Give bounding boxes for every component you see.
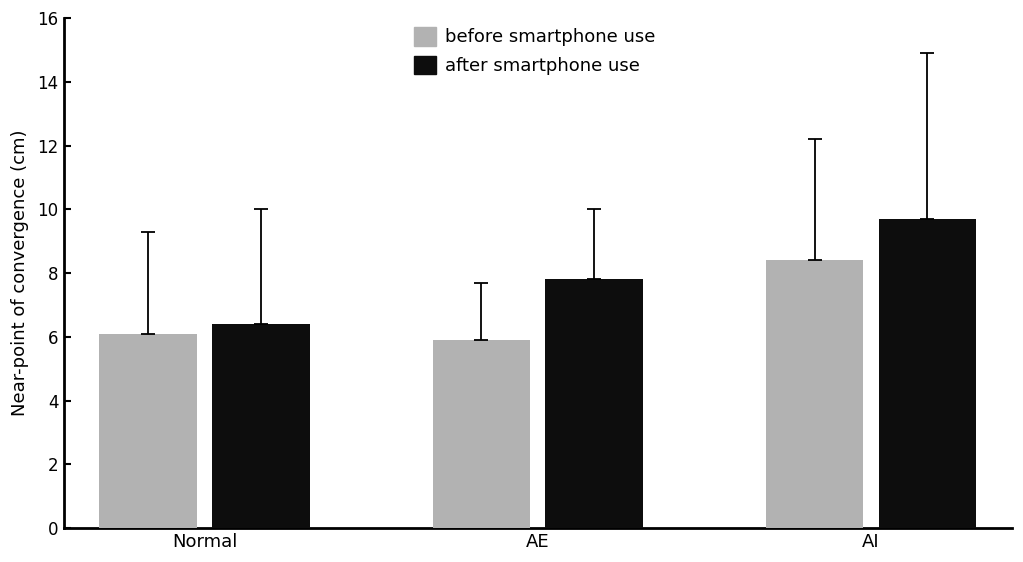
Bar [879, 219, 976, 528]
Bar [545, 279, 642, 528]
Bar [212, 324, 310, 528]
Bar [99, 334, 196, 528]
Bar [766, 260, 863, 528]
Legend: before smartphone use, after smartphone use: before smartphone use, after smartphone … [414, 27, 655, 75]
Y-axis label: Near-point of convergence (cm): Near-point of convergence (cm) [11, 130, 29, 416]
Bar [433, 340, 530, 528]
